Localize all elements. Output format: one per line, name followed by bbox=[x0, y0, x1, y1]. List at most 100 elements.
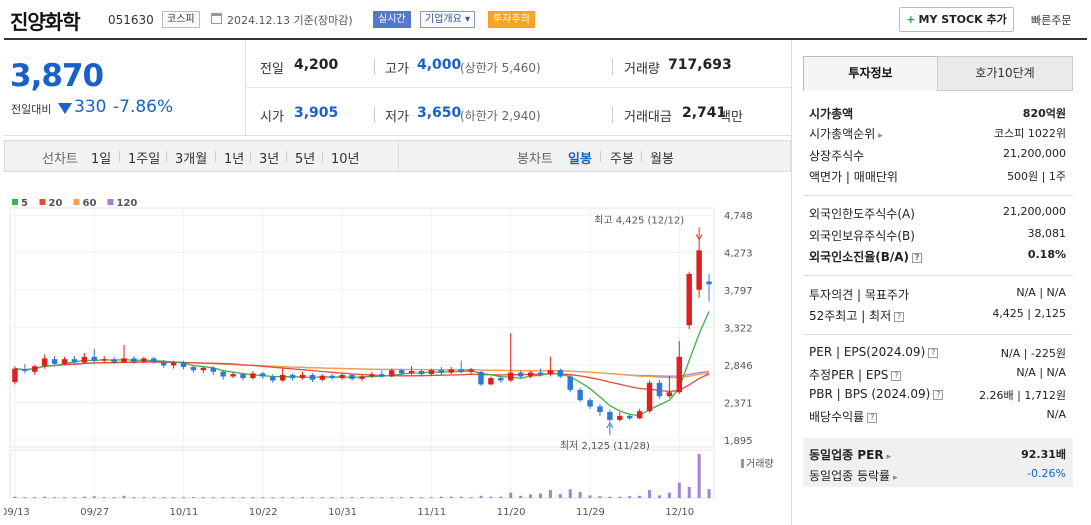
candle-body bbox=[369, 374, 375, 377]
quick-order-link[interactable]: 빠른주문 bbox=[1031, 14, 1072, 27]
volume-bar bbox=[618, 496, 622, 498]
volume-bar bbox=[172, 497, 176, 499]
volume-bar bbox=[112, 497, 116, 499]
candle-body bbox=[270, 376, 276, 381]
volume-bar bbox=[251, 497, 255, 499]
x-tick-label: 09/27 bbox=[80, 507, 109, 518]
volume-bar bbox=[628, 496, 632, 498]
divider bbox=[641, 151, 642, 162]
volume-bar bbox=[33, 497, 37, 499]
y-tick-label: 2,371 bbox=[724, 398, 753, 409]
candle-daily[interactable]: 일봉 bbox=[568, 152, 592, 167]
foreign-ratio-value: 0.18% bbox=[1027, 248, 1066, 261]
candle-body bbox=[141, 358, 147, 362]
candle-weekly[interactable]: 주봉 bbox=[610, 152, 634, 167]
volume-bar bbox=[459, 496, 463, 498]
volume-bar bbox=[132, 497, 136, 499]
volume-bar bbox=[13, 496, 17, 498]
market-cap-rank-label: 시가총액순위 bbox=[809, 127, 876, 141]
candle-body bbox=[666, 392, 673, 397]
tab-investment-info[interactable]: 투자정보 bbox=[803, 56, 938, 91]
help-icon[interactable]: ? bbox=[891, 371, 902, 381]
tab-order-book[interactable]: 호가10단계 bbox=[937, 56, 1073, 91]
volume-bar bbox=[390, 497, 394, 499]
help-icon[interactable]: ? bbox=[933, 390, 944, 400]
divider bbox=[322, 151, 323, 162]
help-icon[interactable]: ? bbox=[867, 413, 878, 423]
candle-body bbox=[379, 374, 385, 377]
info-panel bbox=[791, 40, 1091, 525]
candle-body bbox=[517, 372, 524, 377]
volume-value: 717,693 bbox=[668, 57, 732, 73]
volume-bar bbox=[241, 497, 245, 499]
candle-body bbox=[151, 358, 157, 363]
sector-change-link[interactable]: 동일업종 등락률 ▸ bbox=[809, 467, 898, 484]
investment-warning-badge: 투자주의 bbox=[488, 11, 535, 28]
help-icon[interactable]: ? bbox=[912, 253, 923, 263]
price-chart[interactable]: 5 20 60 120 4,748 4,273 3,797 3,322 2,846 2,371 1… bbox=[4, 190, 791, 525]
open-label: 시가 bbox=[260, 110, 284, 125]
volume-bar bbox=[509, 492, 513, 498]
market-cap-rank-link[interactable]: 시가총액순위 ▸ bbox=[809, 125, 883, 142]
legend-swatch bbox=[12, 199, 18, 205]
low-arrow-head bbox=[606, 421, 614, 429]
stock-name: 진양화학 bbox=[10, 10, 81, 34]
help-icon[interactable]: ? bbox=[928, 348, 939, 358]
y-tick-label: 3,322 bbox=[724, 323, 753, 334]
candle-body bbox=[488, 378, 494, 385]
volume-bar bbox=[72, 497, 76, 499]
chart-legend: 5 20 60 120 bbox=[12, 198, 137, 209]
volume-frame bbox=[9, 449, 715, 499]
volume-bar bbox=[191, 497, 195, 499]
opinion-label: 투자의견 | 목표주가 bbox=[809, 288, 909, 302]
volume-bar bbox=[82, 496, 86, 498]
period-5y[interactable]: 5년 bbox=[295, 152, 316, 167]
candle-monthly[interactable]: 월봉 bbox=[650, 152, 674, 167]
period-10y[interactable]: 10년 bbox=[331, 152, 360, 167]
y-tick-label: 4,273 bbox=[724, 248, 753, 259]
candle-body bbox=[408, 370, 415, 374]
volume-legend-swatch bbox=[741, 459, 744, 468]
prev-close-value: 4,200 bbox=[294, 57, 339, 73]
period-3y[interactable]: 3년 bbox=[259, 152, 280, 167]
add-my-stock-button[interactable]: + MY STOCK 추가 bbox=[899, 7, 1014, 32]
volume-bar bbox=[439, 496, 443, 498]
sector-per-link[interactable]: 동일업종 PER ▸ bbox=[809, 446, 891, 463]
help-icon[interactable]: ? bbox=[894, 312, 905, 322]
x-tick-label: 10/22 bbox=[249, 507, 278, 518]
candle-body bbox=[279, 374, 286, 381]
high-annotation: 최고 4,425 (12/12) bbox=[594, 214, 684, 226]
chart-grid bbox=[9, 207, 715, 499]
period-1w[interactable]: 1주일 bbox=[128, 152, 161, 167]
volume-bar bbox=[598, 496, 602, 498]
legend-swatch bbox=[73, 199, 80, 205]
volume-bar bbox=[667, 492, 671, 498]
candle-body bbox=[636, 411, 643, 419]
prev-close-label: 전일 bbox=[260, 62, 284, 77]
company-info-dropdown[interactable]: 기업개요 ▾ bbox=[420, 11, 476, 28]
divider bbox=[600, 151, 601, 162]
volume-bar bbox=[350, 497, 354, 499]
amount-unit: 백만 bbox=[719, 110, 743, 125]
volume-bar bbox=[211, 497, 215, 499]
dividend-label: 배당수익률 bbox=[809, 410, 865, 424]
candle-body bbox=[220, 371, 226, 377]
volume-bar bbox=[281, 497, 285, 499]
y-tick-label: 4,748 bbox=[724, 211, 753, 222]
realtime-button[interactable]: 실시간 bbox=[373, 11, 411, 28]
volume-bar bbox=[400, 497, 404, 499]
down-triangle-icon bbox=[58, 103, 72, 114]
period-1y[interactable]: 1년 bbox=[224, 152, 245, 167]
volume-bar bbox=[429, 497, 433, 499]
volume-bar bbox=[469, 497, 473, 499]
period-3m[interactable]: 3개월 bbox=[175, 152, 208, 167]
company-info-label: 기업개요 bbox=[425, 14, 462, 25]
foreign-limit-label: 외국인한도주식수(A) bbox=[809, 207, 915, 221]
lower-limit: (하한가 2,940) bbox=[460, 109, 541, 123]
divider bbox=[119, 151, 120, 162]
candle-body bbox=[190, 367, 197, 371]
period-1d[interactable]: 1일 bbox=[91, 152, 112, 167]
foreign-ratio-label: 외국인소진율(B/A) bbox=[809, 250, 910, 264]
legend-label: 60 bbox=[83, 198, 97, 209]
candle-body bbox=[696, 250, 702, 290]
